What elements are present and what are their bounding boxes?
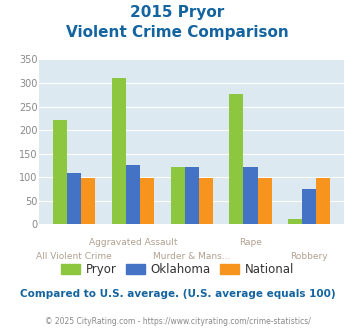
Text: All Violent Crime: All Violent Crime <box>36 252 112 261</box>
Text: 2015 Pryor: 2015 Pryor <box>130 5 225 20</box>
Bar <box>112 78 126 224</box>
Text: Robbery: Robbery <box>290 252 328 261</box>
Text: © 2025 CityRating.com - https://www.cityrating.com/crime-statistics/: © 2025 CityRating.com - https://www.city… <box>45 317 310 326</box>
Bar <box>316 178 331 224</box>
Bar <box>140 178 154 224</box>
Bar <box>229 94 244 224</box>
Bar <box>170 167 185 224</box>
Text: Aggravated Assault: Aggravated Assault <box>89 238 177 247</box>
Text: Violent Crime Comparison: Violent Crime Comparison <box>66 25 289 40</box>
Bar <box>199 178 213 224</box>
Bar <box>302 189 316 224</box>
Text: Compared to U.S. average. (U.S. average equals 100): Compared to U.S. average. (U.S. average … <box>20 289 335 299</box>
Bar <box>53 120 67 224</box>
Text: Murder & Mans...: Murder & Mans... <box>153 252 230 261</box>
Bar <box>288 219 302 224</box>
Legend: Pryor, Oklahoma, National: Pryor, Oklahoma, National <box>56 258 299 281</box>
Bar <box>185 167 199 224</box>
Text: Rape: Rape <box>239 238 262 247</box>
Bar <box>126 165 140 224</box>
Bar <box>244 167 258 224</box>
Bar <box>67 173 81 224</box>
Bar <box>81 178 95 224</box>
Bar <box>258 178 272 224</box>
